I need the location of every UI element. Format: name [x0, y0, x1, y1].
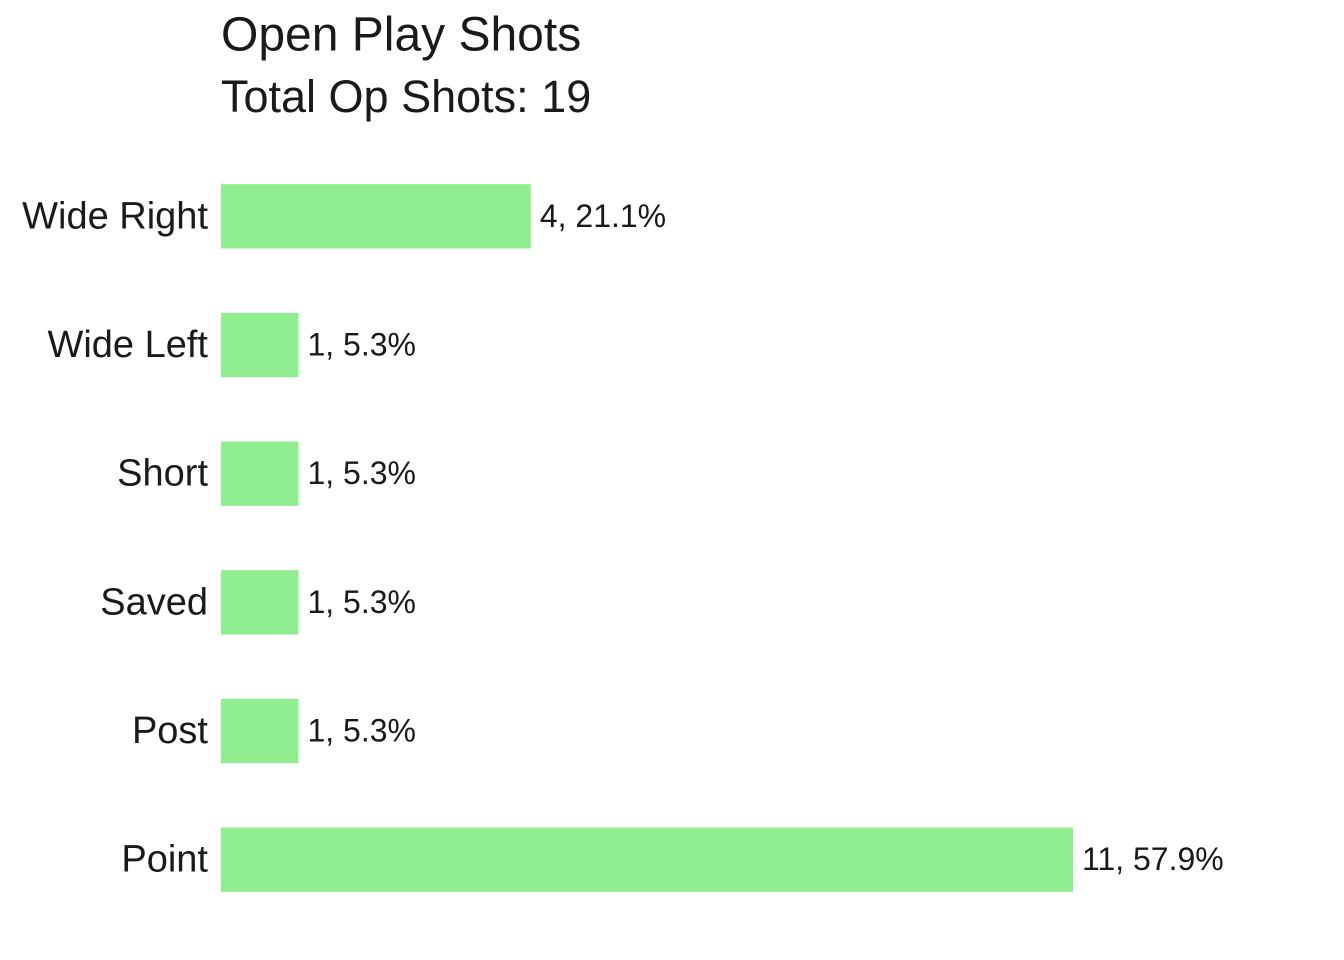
value-label: 1, 5.3%	[307, 584, 416, 620]
y-tick-label: Point	[121, 839, 208, 881]
y-tick-label: Wide Left	[47, 324, 208, 366]
y-tick-label: Wide Right	[22, 195, 208, 237]
value-label: 4, 21.1%	[540, 198, 666, 234]
bar	[221, 698, 299, 764]
y-tick-label: Post	[132, 710, 208, 752]
value-label: 1, 5.3%	[307, 455, 416, 491]
chart-title: Open Play Shots	[221, 9, 581, 62]
bar	[221, 570, 299, 635]
bar	[221, 441, 299, 506]
bar	[221, 312, 299, 378]
bar	[221, 184, 531, 249]
chart-subtitle: Total Op Shots: 19	[221, 71, 591, 122]
bar	[221, 827, 1073, 892]
y-tick-label: Saved	[100, 581, 208, 623]
y-tick-label: Short	[117, 453, 208, 495]
value-label: 1, 5.3%	[307, 326, 416, 362]
value-label: 1, 5.3%	[307, 712, 416, 748]
value-label: 11, 57.9%	[1082, 841, 1224, 877]
